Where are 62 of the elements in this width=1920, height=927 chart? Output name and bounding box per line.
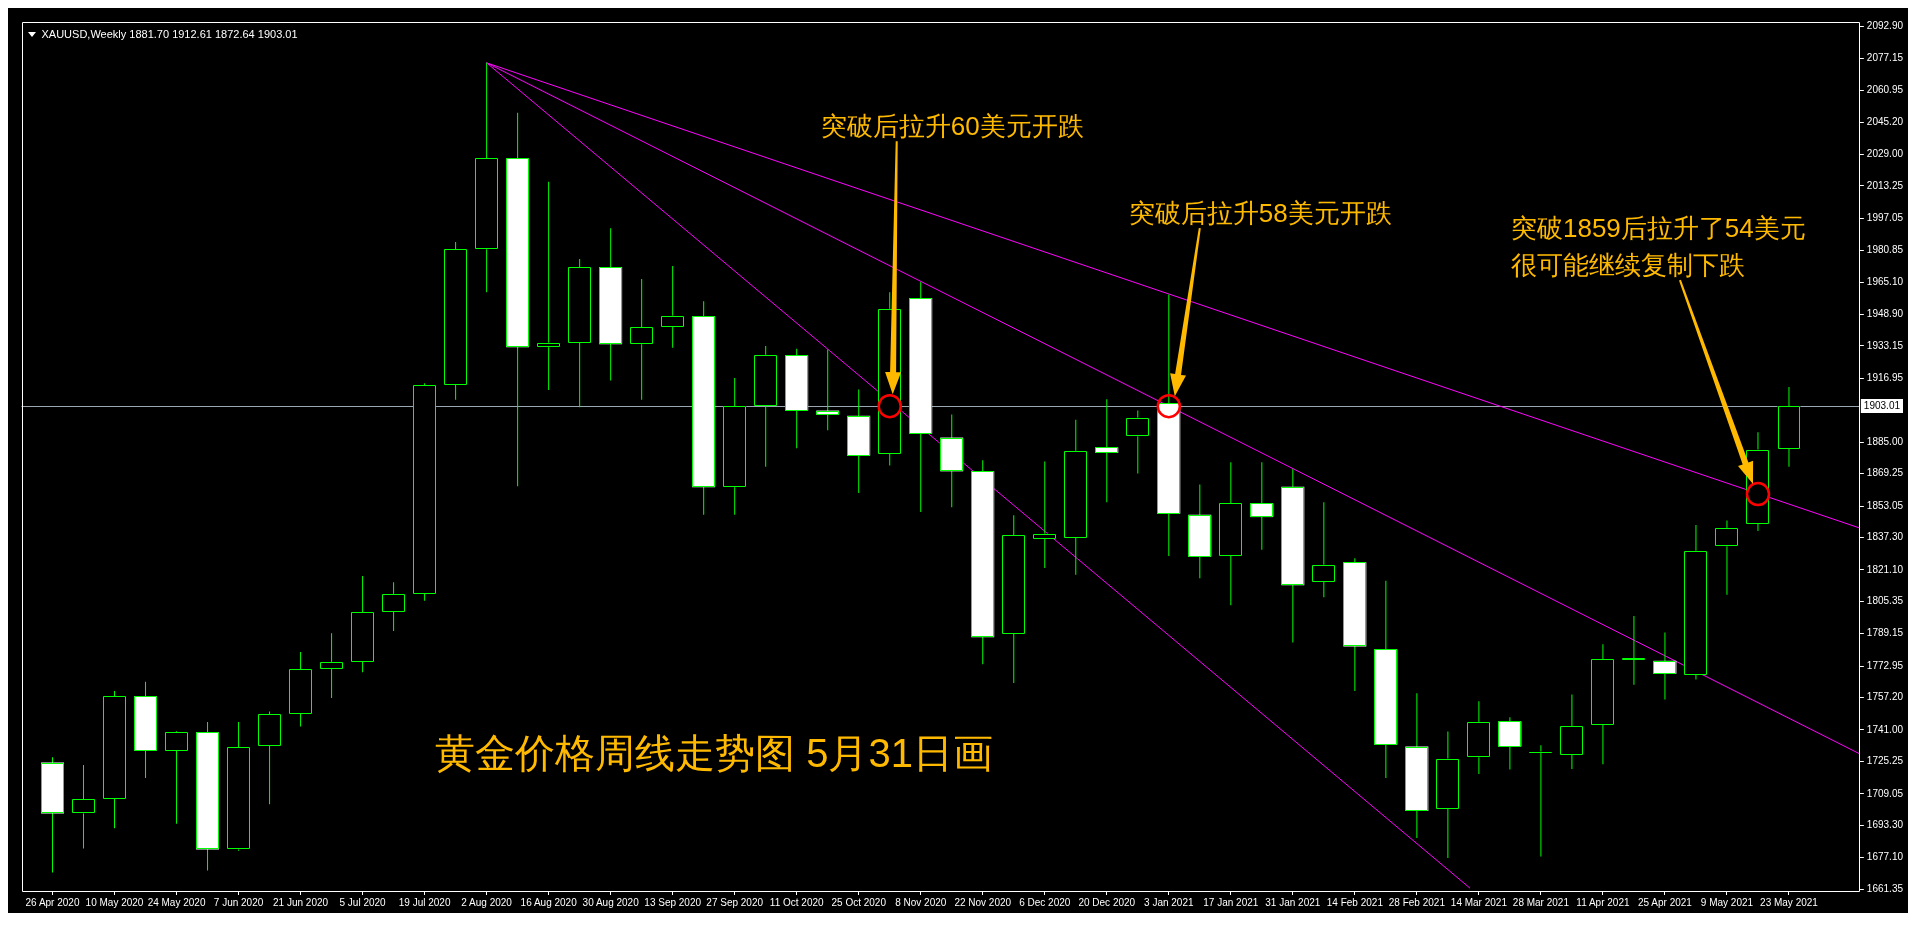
annotation: 突破后拉升60美元开跌 bbox=[820, 111, 1084, 142]
y-tick-label: 2092.90 bbox=[1866, 20, 1904, 32]
y-tick-label: 1980.85 bbox=[1866, 244, 1904, 256]
annotation: 突破1859后拉升了54美元很可能继续复制下跌 bbox=[1510, 213, 1806, 281]
text: 黄金价格周线走势图 5月31日画 bbox=[435, 731, 993, 776]
x-tick-label: 24 May 2020 bbox=[147, 896, 206, 908]
text: XAUUSD,Weekly 1881.70 1912.61 1872.64 1903.01 bbox=[41, 27, 298, 41]
x-tick-label: 30 Aug 2020 bbox=[582, 896, 640, 908]
y-tick-label: 2077.15 bbox=[1866, 51, 1904, 63]
y-tick-label: 1885.00 bbox=[1866, 435, 1904, 447]
y-tick-label: 1853.05 bbox=[1866, 499, 1904, 511]
y-tick-label: 1677.10 bbox=[1866, 851, 1904, 863]
y-tick-label: 1965.10 bbox=[1866, 275, 1904, 287]
y-tick-label: 1772.95 bbox=[1866, 659, 1904, 671]
y-tick-label: 1933.15 bbox=[1866, 339, 1904, 351]
x-tick-label: 2 Aug 2020 bbox=[461, 896, 513, 908]
x-tick-label: 26 Apr 2020 bbox=[25, 896, 80, 908]
x-tick-label: 9 May 2021 bbox=[1700, 896, 1754, 908]
ref-line-label: 1903.01 bbox=[1863, 400, 1901, 412]
y-tick-label: 2060.95 bbox=[1866, 84, 1904, 96]
x-tick-label: 19 Jul 2020 bbox=[398, 896, 451, 908]
y-tick-label: 1757.20 bbox=[1866, 691, 1904, 703]
x-tick-label: 20 Dec 2020 bbox=[1078, 896, 1136, 908]
x-tick-label: 25 Apr 2021 bbox=[1637, 896, 1693, 908]
y-tick-label: 1997.05 bbox=[1866, 211, 1904, 223]
y-tick-label: 1661.35 bbox=[1866, 882, 1904, 894]
x-tick-label: 16 Aug 2020 bbox=[520, 896, 578, 908]
y-tick-label: 2045.20 bbox=[1866, 115, 1904, 127]
y-tick-label: 1789.15 bbox=[1866, 627, 1904, 639]
y-tick-label: 1805.35 bbox=[1866, 595, 1904, 607]
x-tick-label: 27 Sep 2020 bbox=[706, 896, 764, 908]
x-tick-label: 3 Jan 2021 bbox=[1144, 896, 1194, 908]
y-tick-label: 1693.30 bbox=[1866, 819, 1904, 830]
y-tick-label: 1821.10 bbox=[1866, 563, 1904, 575]
x-tick-label: 22 Nov 2020 bbox=[954, 896, 1012, 908]
y-tick-label: 1837.30 bbox=[1866, 531, 1904, 543]
x-tick-label: 11 Oct 2020 bbox=[769, 896, 825, 908]
x-tick-label: 31 Jan 2021 bbox=[1265, 896, 1321, 908]
x-tick-label: 21 Jun 2020 bbox=[273, 896, 329, 908]
x-tick-label: 10 May 2020 bbox=[85, 896, 144, 908]
y-tick-label: 1916.95 bbox=[1866, 372, 1904, 384]
x-tick-label: 14 Feb 2021 bbox=[1326, 896, 1384, 908]
x-tick-label: 6 Dec 2020 bbox=[1019, 896, 1071, 908]
y-tick-label: 1948.90 bbox=[1866, 308, 1904, 320]
y-tick-label: 1725.25 bbox=[1866, 755, 1904, 767]
x-tick-label: 28 Feb 2021 bbox=[1388, 896, 1446, 908]
y-tick-label: 2029.00 bbox=[1866, 148, 1904, 160]
x-tick-label: 25 Oct 2020 bbox=[831, 896, 887, 908]
y-tick-label: 2013.25 bbox=[1866, 179, 1904, 191]
x-tick-label: 7 Jun 2020 bbox=[213, 896, 264, 908]
x-tick-label: 17 Jan 2021 bbox=[1203, 896, 1259, 908]
x-tick-label: 5 Jul 2020 bbox=[339, 896, 387, 908]
x-tick-label: 8 Nov 2020 bbox=[895, 896, 947, 908]
y-tick-label: 1709.05 bbox=[1866, 787, 1904, 799]
x-tick-label: 13 Sep 2020 bbox=[644, 896, 702, 908]
x-tick-label: 14 Mar 2021 bbox=[1450, 896, 1508, 908]
y-tick-label: 1869.25 bbox=[1866, 467, 1904, 479]
x-tick-label: 28 Mar 2021 bbox=[1512, 896, 1570, 908]
y-tick-label: 1741.00 bbox=[1866, 723, 1904, 735]
x-tick-label: 11 Apr 2021 bbox=[1576, 896, 1630, 908]
x-tick-label: 23 May 2021 bbox=[1760, 896, 1819, 908]
annotation: 突破后拉升58美元开跌 bbox=[1128, 198, 1392, 229]
